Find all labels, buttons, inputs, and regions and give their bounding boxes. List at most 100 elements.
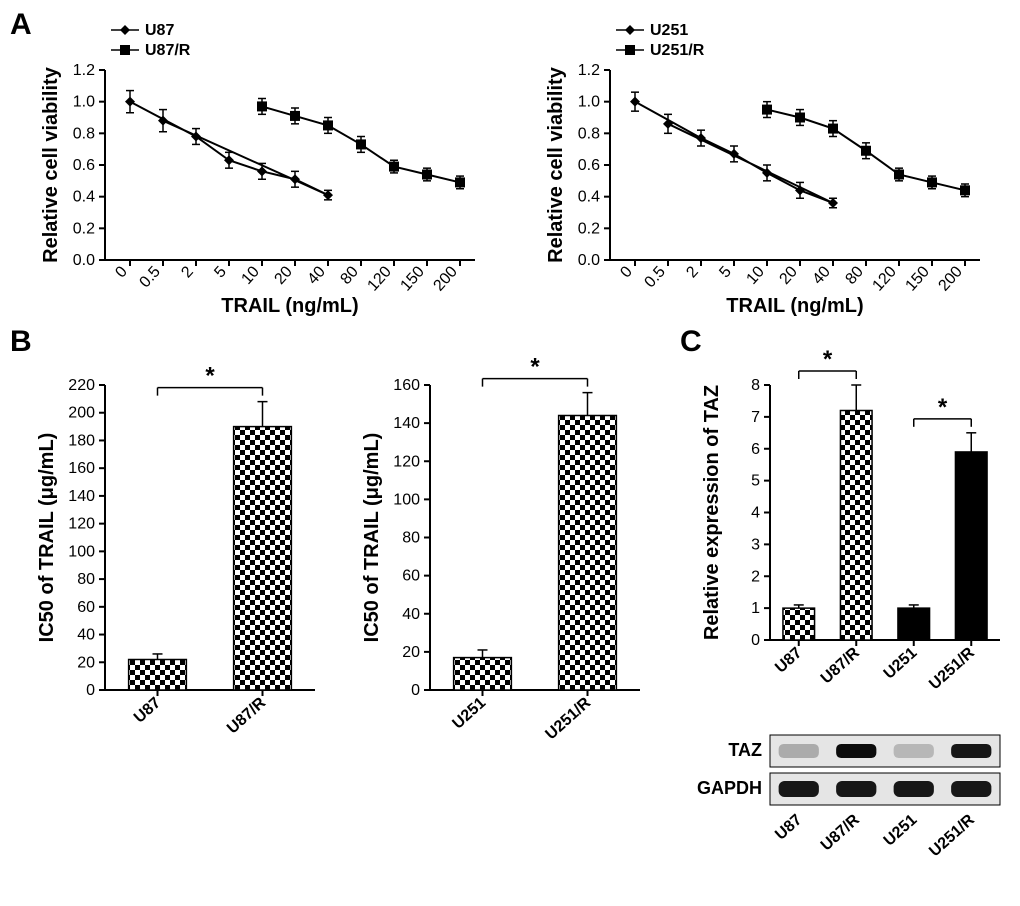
- svg-text:0.0: 0.0: [578, 252, 600, 269]
- svg-text:150: 150: [902, 263, 933, 294]
- svg-text:TRAIL (ng/mL): TRAIL (ng/mL): [726, 295, 863, 317]
- svg-text:160: 160: [68, 460, 95, 477]
- svg-text:0: 0: [617, 263, 636, 281]
- svg-text:U251: U251: [881, 644, 921, 682]
- svg-text:60: 60: [402, 568, 420, 585]
- svg-text:40: 40: [809, 263, 834, 288]
- svg-text:0.6: 0.6: [73, 157, 95, 174]
- svg-text:150: 150: [397, 263, 428, 294]
- svg-text:200: 200: [935, 263, 966, 294]
- svg-text:220: 220: [68, 377, 95, 394]
- svg-text:1.0: 1.0: [578, 94, 600, 111]
- svg-text:U251: U251: [881, 811, 921, 849]
- svg-text:*: *: [823, 346, 833, 373]
- svg-text:0.8: 0.8: [578, 125, 600, 142]
- svg-text:0.4: 0.4: [578, 189, 600, 206]
- svg-text:120: 120: [869, 263, 900, 294]
- svg-text:140: 140: [393, 415, 420, 432]
- svg-text:40: 40: [402, 606, 420, 623]
- svg-text:20: 20: [271, 263, 296, 288]
- svg-text:120: 120: [393, 453, 420, 470]
- svg-text:40: 40: [77, 627, 95, 644]
- svg-text:1: 1: [751, 600, 760, 617]
- svg-text:20: 20: [77, 654, 95, 671]
- svg-text:U87: U87: [131, 694, 164, 726]
- svg-text:5: 5: [716, 263, 735, 281]
- svg-text:U87: U87: [145, 22, 174, 39]
- svg-text:U87: U87: [772, 811, 805, 843]
- svg-text:U251/R: U251/R: [926, 644, 978, 693]
- svg-text:U87/R: U87/R: [224, 694, 269, 737]
- svg-text:2: 2: [751, 568, 760, 585]
- svg-text:Relative cell viability: Relative cell viability: [40, 66, 62, 263]
- svg-text:80: 80: [402, 530, 420, 547]
- svg-text:TRAIL (ng/mL): TRAIL (ng/mL): [221, 295, 358, 317]
- svg-text:0: 0: [411, 682, 420, 699]
- svg-text:U87/R: U87/R: [818, 644, 863, 687]
- svg-text:120: 120: [68, 516, 95, 533]
- svg-text:140: 140: [68, 488, 95, 505]
- panel-letter-b: B: [10, 325, 32, 359]
- svg-text:80: 80: [842, 263, 867, 288]
- svg-text:7: 7: [751, 409, 760, 426]
- svg-text:*: *: [530, 354, 540, 381]
- svg-text:TAZ: TAZ: [728, 740, 762, 760]
- svg-text:0.0: 0.0: [73, 252, 95, 269]
- svg-text:0.4: 0.4: [73, 189, 95, 206]
- svg-text:0.5: 0.5: [136, 263, 164, 291]
- svg-text:Relative cell viability: Relative cell viability: [545, 66, 567, 263]
- svg-text:U251: U251: [449, 694, 489, 732]
- svg-text:0: 0: [86, 682, 95, 699]
- svg-text:10: 10: [743, 263, 768, 288]
- figure: 0.00.20.40.60.81.01.200.5251020408012015…: [0, 0, 1020, 901]
- svg-text:120: 120: [364, 263, 395, 294]
- svg-text:1.2: 1.2: [73, 62, 95, 79]
- svg-text:3: 3: [751, 536, 760, 553]
- svg-text:160: 160: [393, 377, 420, 394]
- svg-text:80: 80: [337, 263, 362, 288]
- svg-text:0.2: 0.2: [578, 220, 600, 237]
- figure-svg: 0.00.20.40.60.81.01.200.5251020408012015…: [0, 0, 1020, 901]
- svg-text:6: 6: [751, 441, 760, 458]
- svg-text:0.6: 0.6: [578, 157, 600, 174]
- svg-text:100: 100: [393, 491, 420, 508]
- svg-text:20: 20: [402, 644, 420, 661]
- svg-text:U87/R: U87/R: [145, 42, 191, 59]
- svg-text:10: 10: [238, 263, 263, 288]
- svg-text:20: 20: [776, 263, 801, 288]
- panel-letter-a: A: [10, 8, 32, 42]
- svg-text:1.2: 1.2: [578, 62, 600, 79]
- svg-text:100: 100: [68, 543, 95, 560]
- svg-text:8: 8: [751, 377, 760, 394]
- svg-text:1.0: 1.0: [73, 94, 95, 111]
- svg-text:0: 0: [751, 632, 760, 649]
- svg-text:4: 4: [751, 505, 760, 522]
- svg-text:5: 5: [751, 473, 760, 490]
- svg-text:0.8: 0.8: [73, 125, 95, 142]
- svg-text:200: 200: [430, 263, 461, 294]
- svg-text:0.5: 0.5: [641, 263, 669, 291]
- svg-text:U251/R: U251/R: [926, 811, 978, 860]
- svg-text:U87: U87: [772, 644, 805, 676]
- svg-text:5: 5: [211, 263, 230, 281]
- svg-text:U251: U251: [650, 22, 688, 39]
- panel-letter-c: C: [680, 325, 702, 359]
- svg-text:Relative expression of TAZ: Relative expression of TAZ: [701, 385, 723, 640]
- svg-text:U87/R: U87/R: [818, 811, 863, 854]
- svg-text:40: 40: [304, 263, 329, 288]
- svg-text:IC50 of TRAIL (μg/mL): IC50 of TRAIL (μg/mL): [361, 433, 383, 643]
- svg-text:*: *: [938, 394, 948, 421]
- svg-text:U251/R: U251/R: [650, 42, 705, 59]
- svg-text:U251/R: U251/R: [542, 694, 594, 743]
- svg-text:2: 2: [178, 263, 197, 281]
- svg-text:180: 180: [68, 432, 95, 449]
- svg-text:GAPDH: GAPDH: [697, 778, 762, 798]
- svg-text:80: 80: [77, 571, 95, 588]
- svg-text:0.2: 0.2: [73, 220, 95, 237]
- svg-text:200: 200: [68, 405, 95, 422]
- svg-text:2: 2: [683, 263, 702, 281]
- svg-text:0: 0: [112, 263, 131, 281]
- svg-text:60: 60: [77, 599, 95, 616]
- svg-text:IC50 of TRAIL (μg/mL): IC50 of TRAIL (μg/mL): [36, 433, 58, 643]
- svg-text:*: *: [205, 363, 215, 390]
